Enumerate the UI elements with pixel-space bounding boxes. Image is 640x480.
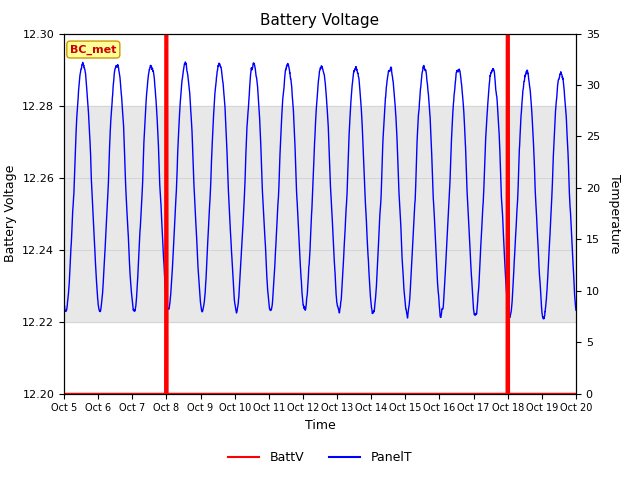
Text: BC_met: BC_met bbox=[70, 44, 116, 55]
Y-axis label: Temperature: Temperature bbox=[608, 174, 621, 253]
X-axis label: Time: Time bbox=[305, 419, 335, 432]
Y-axis label: Battery Voltage: Battery Voltage bbox=[4, 165, 17, 262]
Legend: BattV, PanelT: BattV, PanelT bbox=[223, 446, 417, 469]
Title: Battery Voltage: Battery Voltage bbox=[260, 13, 380, 28]
Bar bbox=[64, 106, 576, 322]
